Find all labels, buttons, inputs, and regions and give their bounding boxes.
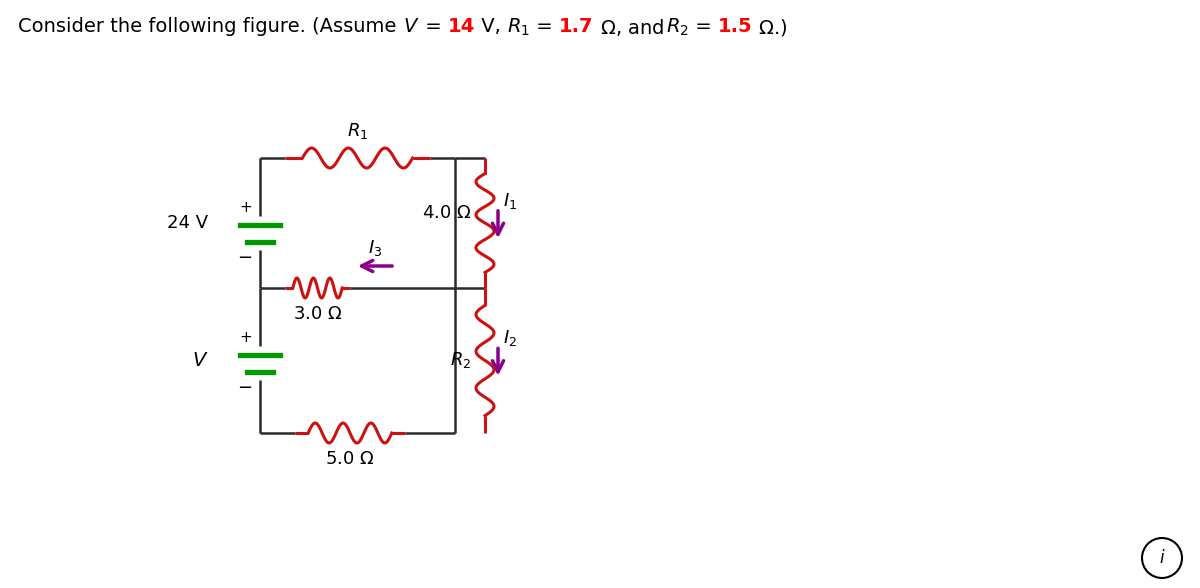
Text: $I_1$: $I_1$ — [503, 191, 517, 211]
Text: −: − — [236, 379, 252, 397]
Text: $V$: $V$ — [192, 351, 208, 370]
Text: +: + — [239, 201, 252, 215]
Text: $I_2$: $I_2$ — [503, 329, 517, 349]
Text: $R_2$: $R_2$ — [450, 350, 470, 370]
Text: 24 V: 24 V — [167, 214, 208, 232]
Text: 4.0 $\Omega$: 4.0 $\Omega$ — [421, 204, 470, 222]
Text: V,: V, — [475, 17, 508, 36]
Text: 5.0 $\Omega$: 5.0 $\Omega$ — [325, 450, 374, 468]
Text: 14: 14 — [448, 17, 475, 36]
Text: =: = — [530, 17, 559, 36]
Text: −: − — [236, 249, 252, 267]
Text: $R_1$: $R_1$ — [347, 121, 368, 141]
Text: $I_3$: $I_3$ — [368, 238, 382, 258]
Text: i: i — [1159, 549, 1164, 567]
Text: 3.0 $\Omega$: 3.0 $\Omega$ — [293, 305, 342, 323]
Text: $R_1$: $R_1$ — [508, 17, 530, 38]
Text: =: = — [689, 17, 718, 36]
Text: $V$: $V$ — [403, 17, 419, 36]
Text: +: + — [239, 330, 252, 346]
Text: 1.5: 1.5 — [718, 17, 752, 36]
Text: Consider the following figure. (Assume: Consider the following figure. (Assume — [18, 17, 403, 36]
Text: $\Omega$, and: $\Omega$, and — [594, 17, 666, 38]
Text: =: = — [419, 17, 448, 36]
Text: $R_2$: $R_2$ — [666, 17, 689, 38]
Text: 1.7: 1.7 — [559, 17, 594, 36]
Text: $\Omega$.): $\Omega$.) — [752, 17, 787, 38]
